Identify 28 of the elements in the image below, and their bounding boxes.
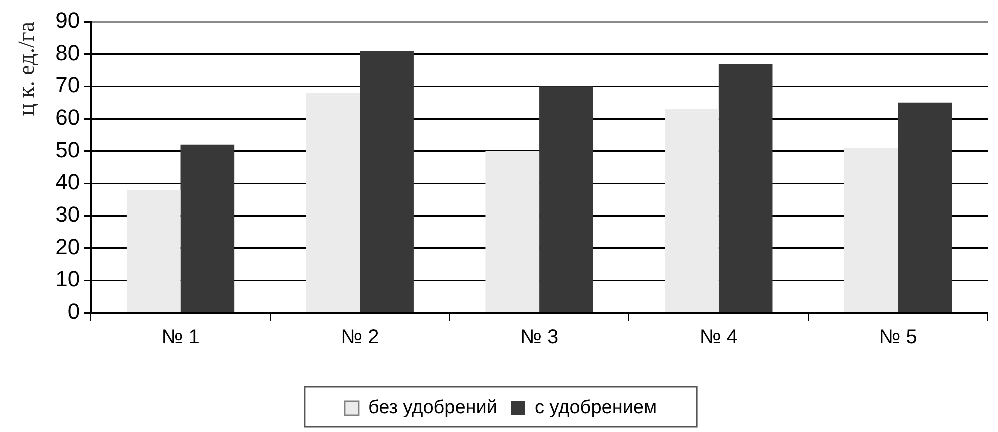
bar xyxy=(898,102,952,312)
x-tick-label: № 3 xyxy=(520,326,559,349)
x-tick-label: № 4 xyxy=(700,326,738,349)
bar xyxy=(540,86,594,312)
bar xyxy=(126,190,181,312)
x-tick-label: № 2 xyxy=(341,326,380,349)
y-tick-label: 50 xyxy=(56,137,80,162)
legend-label: без удобрений xyxy=(368,398,498,419)
x-tick-label: № 1 xyxy=(162,326,200,349)
bar xyxy=(306,93,360,312)
y-tick-label: 30 xyxy=(56,202,80,228)
y-axis-title: ц к. ед./га xyxy=(14,22,39,116)
y-tick-label: 80 xyxy=(56,40,80,66)
bar xyxy=(718,64,773,312)
x-tick-label: № 5 xyxy=(879,326,918,349)
bar xyxy=(486,151,540,312)
bar xyxy=(844,148,898,312)
y-tick-label: 0 xyxy=(68,299,80,324)
y-tick-label: 70 xyxy=(56,72,80,98)
bar xyxy=(180,144,235,312)
bar xyxy=(360,51,414,312)
y-tick-label: 20 xyxy=(56,234,80,260)
y-tick-label: 40 xyxy=(56,170,80,195)
bar xyxy=(665,109,719,312)
legend-label: с удобрением xyxy=(535,398,658,419)
y-tick-label: 10 xyxy=(56,266,80,292)
y-tick-label: 60 xyxy=(56,105,80,130)
y-tick-label: 90 xyxy=(56,8,80,34)
